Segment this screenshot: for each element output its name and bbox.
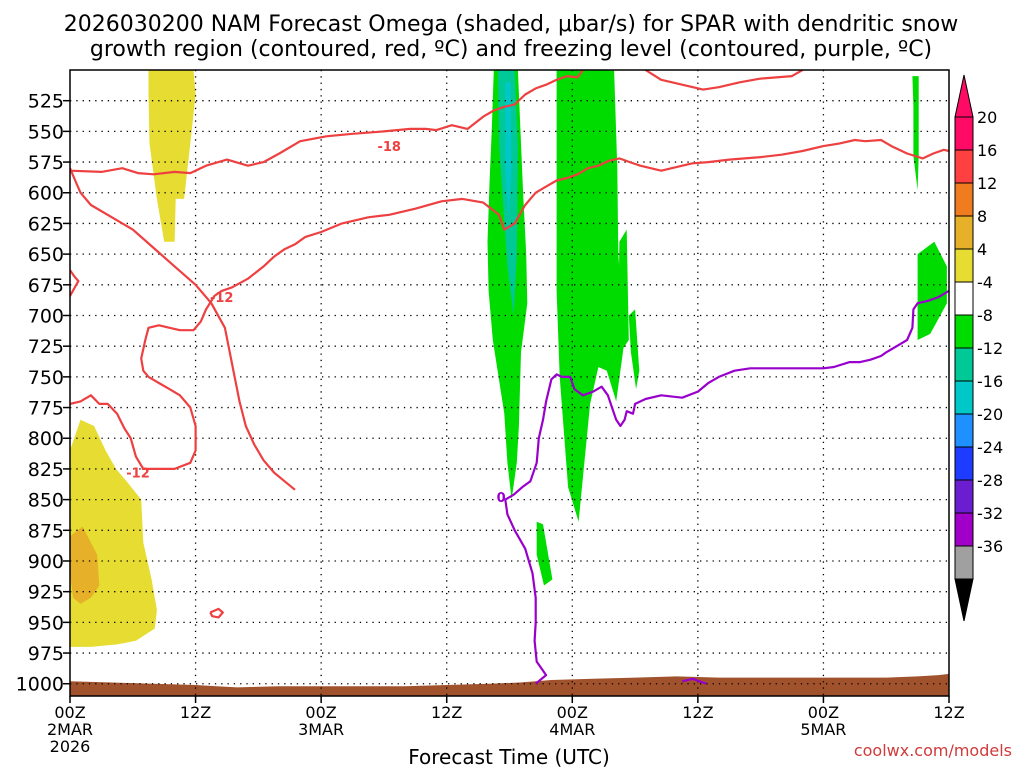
y-tick-label-575: 575: [28, 152, 64, 174]
y-tick-label-850: 850: [28, 490, 64, 512]
contour-red-left-edge: [70, 269, 80, 297]
x-tick-label-48-2: 4MAR: [549, 720, 595, 739]
y-tick-label-950: 950: [28, 612, 64, 634]
x-tick-label-0-2: 2MAR: [47, 720, 93, 739]
omega-region-yellow-upper: [148, 70, 196, 242]
colorbar-top-arrow: [954, 74, 974, 118]
omega-region-green-side-3: [618, 229, 629, 353]
contour-label-red-minus18: -18: [377, 140, 401, 155]
y-axis: 525 550 575 600 625 650 675 700 725 750 775 800 825 8…: [16, 91, 70, 696]
omega-shaded-regions: [70, 70, 947, 647]
colorbar-swatch-9: [954, 413, 974, 448]
y-tick-label-875: 875: [28, 520, 64, 542]
x-axis-label: Forecast Time (UTC): [408, 745, 610, 768]
colorbar-label-4: 4: [977, 240, 987, 259]
colorbar-label-8: -16: [977, 372, 1003, 391]
colorbar-label-10: -24: [977, 438, 1003, 457]
colorbar-swatch-2: [954, 182, 974, 217]
colorbar-label-2: 12: [977, 174, 997, 193]
y-tick-label-800: 800: [28, 428, 64, 450]
x-tick-label-72-2: 5MAR: [800, 720, 846, 739]
plot-frame: [69, 69, 950, 697]
contour-red-minus12-main: [70, 167, 296, 491]
colorbar-swatch-4: [954, 248, 974, 283]
colorbar-label-12: -32: [977, 504, 1003, 523]
credit-text: coolwx.com/models: [854, 741, 1012, 760]
omega-region-green-side-4: [628, 309, 640, 390]
x-tick-label-48-1: 00Z: [557, 703, 588, 722]
contour-labels: -18 -12 -12 0: [126, 140, 505, 506]
y-tick-label-600: 600: [28, 183, 64, 205]
y-tick-label-725: 725: [28, 336, 64, 358]
x-tick-label-84-1: 12Z: [933, 703, 964, 722]
omega-region-orange-lower: [70, 526, 100, 604]
omega-region-green-sliver: [912, 76, 919, 191]
ground-layer: [70, 673, 949, 696]
contour-label-red-minus12: -12: [126, 467, 150, 482]
y-tick-label-900: 900: [28, 551, 64, 573]
omega-region-green-far-right: [917, 241, 947, 340]
y-tick-label-975: 975: [28, 643, 64, 665]
ground-terrain: [70, 673, 949, 696]
colorbar-swatch-7: [954, 347, 974, 382]
colorbar-label-13: -36: [977, 537, 1003, 556]
omega-region-green-main-2: [556, 70, 625, 522]
colorbar-label-6: -8: [977, 306, 993, 325]
y-tick-label-525: 525: [28, 91, 64, 113]
colorbar-label-11: -28: [977, 471, 1003, 490]
contour-red-minus18: [70, 70, 584, 176]
chart-title-line1: 2026030200 NAM Forecast Omega (shaded, μ…: [64, 12, 958, 37]
colorbar-swatch-5: [954, 281, 974, 316]
x-tick-label-36-1: 12Z: [431, 703, 462, 722]
contour-red-top-right: [644, 70, 804, 91]
x-tick-label-0-3: 2026: [50, 737, 91, 756]
y-tick-label-1000: 1000: [16, 674, 64, 696]
y-tick-label-825: 825: [28, 459, 64, 481]
y-tick-label-775: 775: [28, 398, 64, 420]
contour-purple-freezing: [504, 289, 949, 685]
colorbar-label-0: 20: [977, 108, 997, 127]
x-tick-label-12-1: 12Z: [180, 703, 211, 722]
contour-red-small-circle: [209, 607, 224, 619]
x-tick-label-60-1: 12Z: [682, 703, 713, 722]
colorbar-swatch-8: [954, 380, 974, 415]
colorbar-swatch-11: [954, 479, 974, 514]
colorbar-bottom-arrow: [954, 578, 974, 622]
contour-label-red-minus12-main: -12: [210, 291, 234, 306]
colorbar-swatch-12: [954, 512, 974, 547]
contour-lines: [70, 70, 949, 685]
colorbar-swatch-1: [954, 149, 974, 184]
colorbar-swatch-6: [954, 314, 974, 349]
contour-purple-bottom-small: [681, 677, 707, 685]
contour-red-minus12: [70, 138, 949, 470]
colorbar-swatch-0: [954, 116, 974, 151]
x-tick-label-72-1: 00Z: [808, 703, 839, 722]
x-tick-label-24-2: 3MAR: [298, 720, 344, 739]
omega-region-green-small: [536, 521, 553, 586]
colorbar-label-9: -20: [977, 405, 1003, 424]
y-tick-label-550: 550: [28, 121, 64, 143]
y-tick-label-750: 750: [28, 367, 64, 389]
y-tick-label-675: 675: [28, 275, 64, 297]
x-tick-label-24-1: 00Z: [305, 703, 336, 722]
colorbar-swatch-10: [954, 446, 974, 481]
y-tick-label-650: 650: [28, 244, 64, 266]
colorbar-label-5: -4: [977, 273, 993, 292]
colorbar-label-3: 8: [977, 207, 987, 226]
y-tick-label-700: 700: [28, 306, 64, 328]
colorbar: 20 16 12 8 4 -4 -8 -12 -16 -20 -24 -28 -32 -36: [954, 74, 1003, 622]
colorbar-swatch-3: [954, 215, 974, 250]
contour-label-purple-freezing: 0: [497, 491, 506, 506]
colorbar-swatch-13: [954, 545, 974, 580]
y-tick-label-925: 925: [28, 582, 64, 604]
colorbar-label-7: -12: [977, 339, 1003, 358]
x-tick-label-0-1: 00Z: [54, 703, 85, 722]
colorbar-label-1: 16: [977, 141, 997, 160]
y-tick-label-625: 625: [28, 213, 64, 235]
omega-region-teal-inner: [505, 82, 512, 218]
chart-title-line2: growth region (contoured, red, ºC) and f…: [90, 37, 932, 62]
